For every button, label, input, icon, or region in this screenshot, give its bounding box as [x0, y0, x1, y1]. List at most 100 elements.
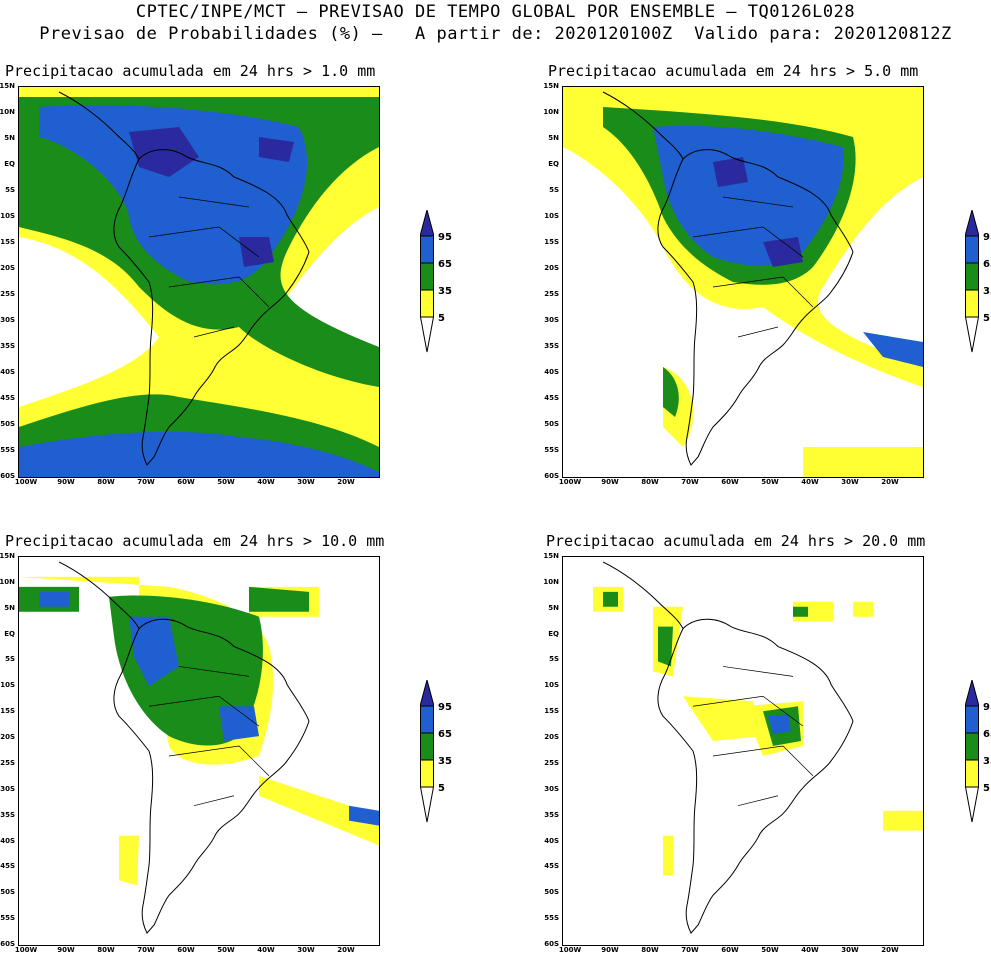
lon-tick-label: 90W [601, 946, 619, 954]
coastline [58, 561, 140, 629]
lon-tick-label: 60W [177, 478, 195, 486]
colorbar-label: 95 [983, 702, 991, 713]
lat-tick-label: 10N [0, 108, 15, 116]
lon-tick-label: 20W [881, 946, 899, 954]
lon-tick-label: 90W [601, 478, 619, 486]
lon-tick-label: 30W [297, 946, 315, 954]
lat-tick-label: 20S [544, 733, 559, 742]
lon-tick-label: 30W [841, 478, 859, 486]
lon-tick-label: 80W [641, 946, 659, 954]
colorbar: 95 65 35 5 [965, 680, 991, 825]
lat-tick-label: 25S [0, 758, 15, 767]
lat-tick-label: 5N [4, 603, 15, 612]
probability-contour [129, 616, 259, 742]
lon-tick-label: 60W [721, 478, 739, 486]
coastline [113, 618, 310, 934]
lat-tick-label: EQ [548, 629, 559, 638]
coastline [602, 91, 684, 160]
lat-tick-label: 60S [0, 940, 15, 948]
lat-tick-label: 15S [544, 707, 559, 716]
country-borders [692, 196, 814, 338]
probability-contour [129, 127, 294, 267]
lon-tick-label: 70W [137, 946, 155, 954]
lat-tick-label: 10S [0, 681, 15, 690]
precip-probability-field [19, 87, 379, 477]
colorbar-label: 35 [983, 756, 991, 767]
precip-probability-field [19, 561, 379, 934]
lat-tick-label: 5N [548, 134, 559, 142]
colorbar-label: 35 [983, 286, 991, 297]
lat-tick-label: 35S [0, 342, 15, 350]
coastline [58, 91, 140, 160]
probability-contour [713, 157, 803, 267]
lat-tick-label: 30S [544, 784, 559, 793]
lon-tick-label: 20W [881, 478, 899, 486]
lat-tick-label: 25S [544, 758, 559, 767]
lat-tick-label: 35S [0, 810, 15, 819]
lat-tick-label: 25S [544, 290, 559, 298]
lat-tick-label: 15N [0, 82, 15, 90]
panel-title-20mm: Precipitacao acumulada em 24 hrs > 20.0 … [546, 532, 926, 550]
lon-tick-label: 70W [137, 478, 155, 486]
lat-tick-label: 30S [0, 316, 15, 324]
colorbar-label: 5 [983, 783, 990, 794]
lat-tick-label: 30S [0, 784, 15, 793]
lat-tick-label: 35S [544, 342, 559, 350]
map-panel-1mm [18, 86, 380, 478]
lon-tick-label: 50W [761, 478, 779, 486]
lon-tick-label: 30W [841, 946, 859, 954]
probability-contour [863, 332, 923, 367]
lat-tick-label: 50S [0, 420, 15, 428]
probability-contour [19, 586, 309, 612]
lat-tick-label: 60S [0, 472, 15, 480]
main-title-line1: CPTEC/INPE/MCT – PREVISAO DE TEMPO GLOBA… [135, 2, 856, 22]
lon-tick-label: 100W [558, 478, 582, 486]
probability-contour [663, 367, 679, 417]
colorbar: 95 65 35 5 [965, 210, 991, 355]
lon-tick-label: 100W [14, 946, 38, 954]
lat-tick-label: 5S [5, 186, 15, 194]
colorbar-shape [965, 210, 979, 353]
colorbar-shape [420, 210, 434, 353]
colorbar-label: 65 [438, 259, 452, 270]
lat-tick-label: 20S [544, 264, 559, 272]
country-borders [148, 196, 270, 338]
lon-tick-label: 90W [57, 946, 75, 954]
probability-contour [593, 586, 923, 876]
map-panel-5mm [562, 86, 924, 478]
lat-tick-label: 40S [0, 836, 15, 845]
lat-tick-label: 10N [543, 108, 559, 116]
lat-tick-label: 40S [544, 836, 559, 845]
lat-tick-label: 45S [544, 394, 559, 402]
colorbar-label: 95 [983, 232, 991, 243]
colorbar-label: 5 [983, 313, 990, 324]
probability-contour [19, 431, 379, 477]
lat-tick-label: 10S [544, 681, 559, 690]
lat-tick-label: 40S [544, 368, 559, 376]
lat-tick-label: 5S [5, 655, 15, 664]
lat-tick-label: 50S [0, 888, 15, 897]
lat-tick-label: 10N [543, 577, 559, 586]
lon-tick-label: 50W [217, 478, 235, 486]
lon-tick-label: 50W [761, 946, 779, 954]
lon-tick-label: 90W [57, 478, 75, 486]
colorbar-label: 95 [438, 702, 452, 713]
lat-tick-label: 55S [0, 446, 15, 454]
lat-tick-label: 30S [544, 316, 559, 324]
lon-tick-label: 70W [681, 946, 699, 954]
lat-tick-label: 5S [549, 655, 559, 664]
lat-tick-label: 35S [544, 810, 559, 819]
lon-tick-label: 40W [257, 946, 275, 954]
colorbar-label: 35 [438, 286, 452, 297]
coastline [602, 561, 684, 629]
coastline [657, 618, 854, 934]
colorbar-shape [420, 680, 434, 823]
lat-tick-label: 15N [543, 82, 559, 90]
colorbar-label: 65 [438, 729, 452, 740]
probability-contour [768, 714, 791, 735]
lat-tick-label: 25S [0, 290, 15, 298]
coastline [113, 149, 310, 466]
lat-tick-label: 10N [0, 577, 15, 586]
lon-tick-label: 100W [14, 478, 38, 486]
lat-tick-label: 15N [0, 552, 15, 560]
